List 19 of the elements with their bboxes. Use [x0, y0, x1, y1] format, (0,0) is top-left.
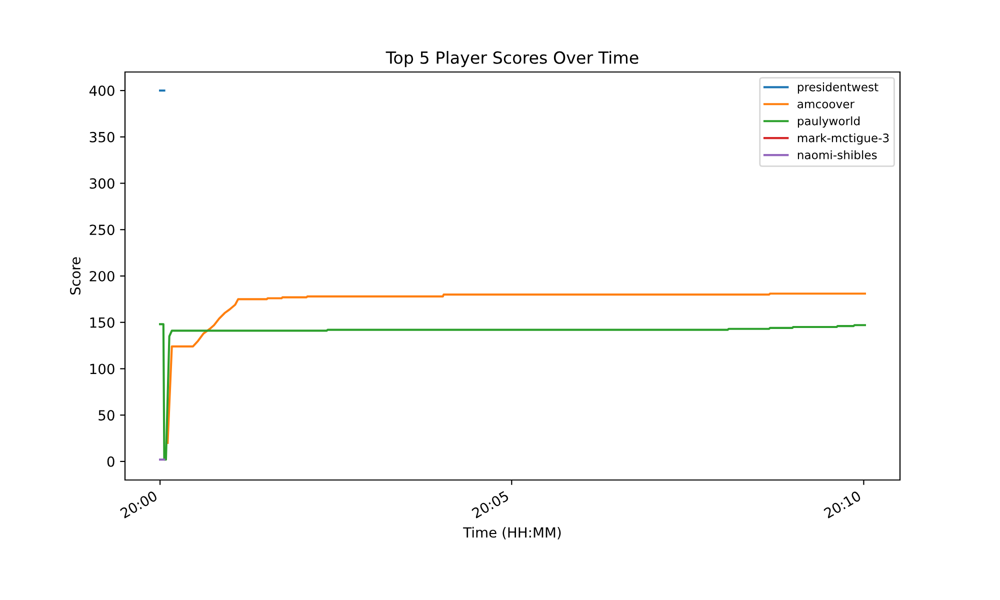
y-tick-label: 150 — [90, 317, 114, 328]
x-axis-title: Time (HH:MM) — [463, 526, 561, 540]
y-tick-label: 300 — [90, 178, 114, 189]
y-tick-label: 50 — [98, 410, 114, 421]
line-series — [158, 323, 866, 461]
y-tick-label: 350 — [90, 132, 114, 142]
legend-label: presidentwest — [798, 82, 878, 94]
y-tick-label: 0 — [107, 456, 114, 467]
legend-label: naomi-shibles — [798, 150, 877, 160]
legend-label: paulyworld — [798, 116, 860, 128]
legend-label: mark-mctigue-3 — [798, 133, 889, 145]
y-tick-label: 200 — [90, 270, 114, 282]
y-tick-label: 400 — [89, 86, 114, 96]
chart-title: Top 5 Player Scores Over Time — [386, 51, 638, 68]
line-series — [166, 292, 866, 444]
y-tick-label: 100 — [90, 364, 114, 374]
y-tick-label: 250 — [90, 224, 114, 236]
legend-label: amcoover — [798, 102, 854, 108]
y-axis-title: Score — [70, 257, 81, 295]
